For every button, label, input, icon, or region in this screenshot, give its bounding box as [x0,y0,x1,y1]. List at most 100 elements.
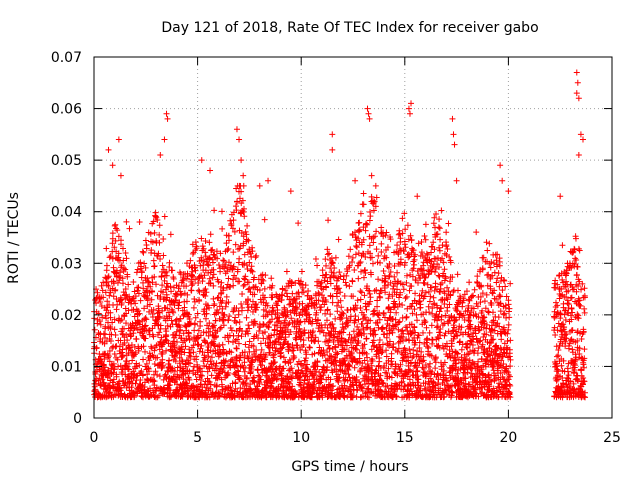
data-point [454,350,461,357]
data-point [327,311,334,318]
data-point [410,347,417,354]
data-point [111,244,118,251]
data-point [206,239,213,246]
data-point [200,329,207,336]
data-point [255,335,262,342]
data-point [254,304,261,311]
data-point [364,354,371,361]
data-point [437,332,444,339]
data-point [378,325,385,332]
data-point [503,293,510,300]
data-point [225,232,232,239]
data-point [345,348,352,355]
data-point [105,283,112,290]
data-point [124,273,131,280]
data-point [486,386,493,393]
data-point [294,304,301,311]
data-point [109,162,116,169]
data-point [253,252,260,259]
data-point [487,285,494,292]
data-point [446,253,453,260]
data-point [581,294,588,301]
data-point [119,330,126,337]
data-point [123,320,130,327]
data-point [284,293,291,300]
data-point [179,307,186,314]
data-point [115,233,122,240]
data-point [470,292,477,299]
data-point [213,382,220,389]
data-point [326,322,333,329]
data-point [233,345,240,352]
data-point [497,300,504,307]
data-point [356,226,363,233]
data-point [412,251,419,258]
data-point [497,300,504,307]
data-point [552,277,559,284]
data-point [343,319,350,326]
data-point [166,357,173,364]
data-point [493,257,500,264]
data-point [265,177,272,184]
data-point [116,277,123,284]
data-point [371,327,378,334]
data-point [197,365,204,372]
data-point [381,278,388,285]
data-point [260,335,267,342]
data-point [414,379,421,386]
data-point [221,358,228,365]
data-point [133,363,140,370]
data-point [206,378,213,385]
data-point [334,386,341,393]
data-point [112,332,119,339]
data-point [207,328,214,335]
data-point [219,225,226,232]
data-point [192,314,199,321]
data-point [480,254,487,261]
data-point [346,374,353,381]
data-point [287,359,294,366]
data-point [246,285,253,292]
data-point [264,302,271,309]
data-point [441,359,448,366]
data-point [414,367,421,374]
data-point [234,388,241,395]
data-point [234,266,241,273]
data-point [195,341,202,348]
data-point [320,347,327,354]
data-point [581,309,588,316]
data-point [565,372,572,379]
data-point [271,359,278,366]
data-point [340,346,347,353]
data-point [341,346,348,353]
data-point [280,365,287,372]
data-point [210,338,217,345]
data-point [239,304,246,311]
data-point [241,354,248,361]
data-point [402,295,409,302]
data-point [97,336,104,342]
data-point [507,280,514,287]
data-point [500,311,507,318]
data-point [438,305,445,312]
data-point [493,279,500,286]
data-point [356,379,363,386]
data-point [116,315,123,322]
data-point [235,311,242,318]
data-point [261,294,268,301]
data-point [396,300,403,307]
data-point [574,378,581,384]
data-point [255,372,262,379]
data-point [225,245,232,252]
data-point [352,177,359,184]
data-point [427,375,434,382]
data-point [356,349,363,356]
data-point [430,220,437,227]
data-point [357,258,364,265]
data-point [397,361,404,368]
data-point [294,342,301,349]
data-point [228,222,235,229]
data-point [360,236,367,243]
data-point [366,290,373,297]
data-point [194,335,201,342]
